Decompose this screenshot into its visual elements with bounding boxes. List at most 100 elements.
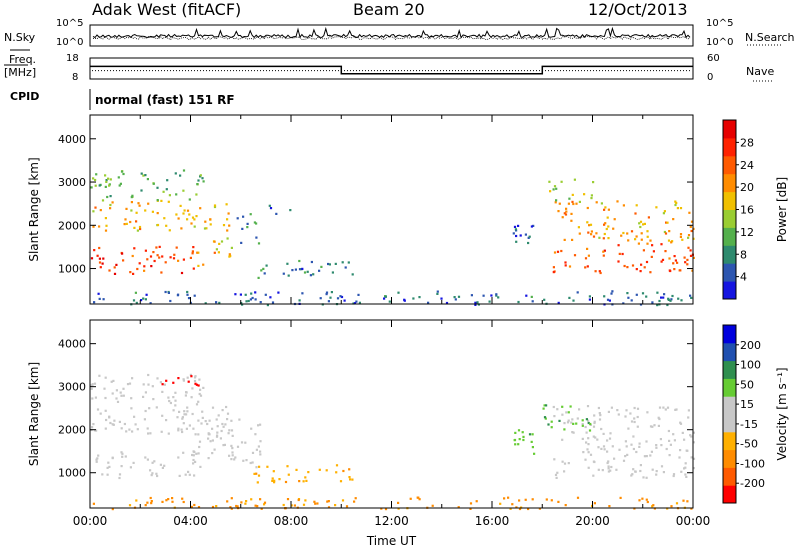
velocity-cell [206,422,209,426]
power-cell [599,271,602,275]
power-cell [220,240,224,243]
power-cell [604,206,607,209]
velocity-cell [172,409,175,412]
beam-title: Beam 20 [353,0,425,19]
velocity-cell [230,444,233,447]
power-cell [125,222,128,225]
power-cell [676,207,679,210]
power-cell [626,292,629,295]
velocity-cell [263,503,266,506]
power-cell [602,250,605,253]
power-cell [179,174,182,177]
velocity-cell [655,473,658,476]
power-cell [245,300,248,303]
velocity-cell [215,505,218,508]
power-cell [298,259,301,263]
velocity-cell [692,431,695,434]
velocity-cell [171,500,174,503]
velocity-cell [192,427,195,430]
power-cell [133,247,136,250]
velocity-cell [112,379,115,382]
power-cell [192,246,195,249]
velocity-cell [630,420,634,423]
velocity-cell [397,501,400,504]
velocity-cell [507,496,510,499]
velocity-cell [351,478,354,481]
power-cell [108,269,111,272]
power-cell [631,264,635,267]
power-cell [637,242,640,245]
power-cell [656,291,659,294]
velocity-cell [124,455,127,458]
power-cell [497,296,500,299]
velocity-cell [606,439,609,442]
power-cell [571,238,574,241]
velocity-cell [153,460,156,463]
power-cell [329,296,332,299]
velocity-cell [587,437,590,440]
power-cell [156,186,159,189]
velocity-cell [257,445,260,448]
power-cell [132,272,135,275]
velocity-cell [253,472,256,475]
velocity-cell [469,502,473,505]
velocity-cell [230,507,233,510]
power-cell [189,256,192,259]
noise-left-tick-bottom: 10^0 [56,37,84,48]
velocity-cell [304,499,307,502]
power-cell [251,296,254,300]
velocity-cell [692,467,695,470]
velocity-cell [150,500,153,503]
velocity-colorbar-tick-label: 50 [740,378,754,391]
power-cell [164,261,167,264]
power-cell [186,290,189,294]
velocity-cell [660,465,664,468]
velocity-cell [651,468,654,471]
velocity-cell [211,505,215,509]
velocity-cell [622,459,626,462]
velocity-cell [147,373,150,377]
velocity-cell [226,500,229,503]
velocity-cell [263,501,267,504]
velocity-cell [134,423,137,426]
power-cell [663,230,666,234]
power-cell [607,225,610,228]
velocity-cell [197,452,200,455]
velocity-cell [187,470,190,473]
power-cell [517,300,520,304]
power-cell [177,293,180,296]
velocity-cell [251,451,255,454]
velocity-cell [182,379,185,382]
power-cell [160,199,163,202]
power-cell [490,294,493,297]
power-cell [649,239,652,242]
velocity-cell [198,378,201,381]
velocity-cell [194,460,197,463]
power-cell [588,295,591,298]
noise-left-tick-top: 10^5 [56,18,84,29]
velocity-cell [258,465,261,468]
power-cell [150,265,153,268]
velocity-cell [469,507,472,510]
power-cell [553,251,557,254]
velocity-cell [606,450,609,453]
power-cell [674,200,677,203]
power-cell [190,222,193,225]
velocity-cell [121,455,124,458]
velocity-cell [120,394,123,397]
velocity-cell [673,439,676,442]
power-cell [604,222,607,225]
velocity-cell [200,422,203,425]
velocity-cell [177,427,180,430]
velocity-cell [642,476,645,479]
velocity-cell [190,375,193,378]
velocity-cell [193,379,197,383]
velocity-cell [665,447,668,451]
power-cell [639,220,643,223]
velocity-cell [151,385,154,388]
power-cell [339,295,342,298]
power-cell [98,257,101,260]
power-cell [358,301,361,304]
power-cell [236,217,239,220]
